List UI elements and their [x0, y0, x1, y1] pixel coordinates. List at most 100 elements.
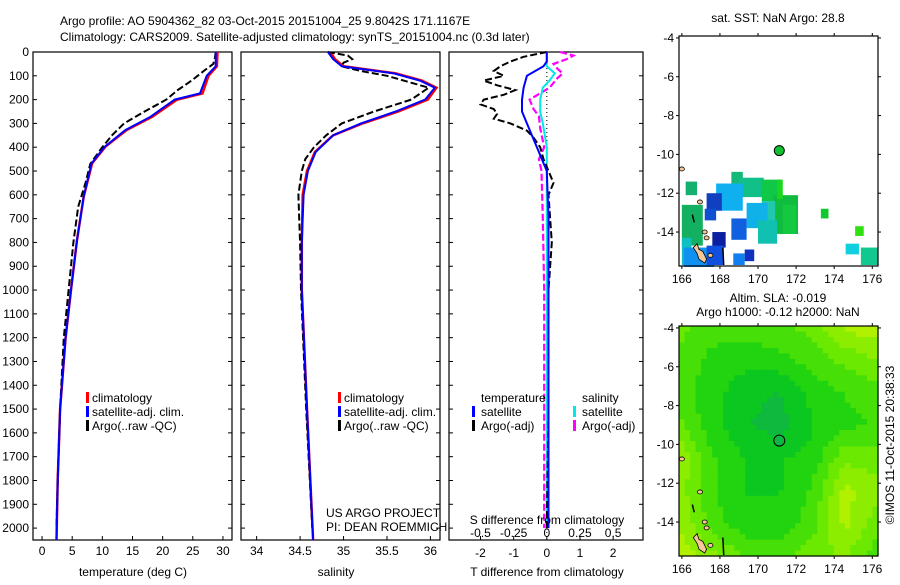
- sla-cell: [800, 468, 807, 475]
- sla-cell: [706, 446, 713, 453]
- legend-label: Argo(..raw -QC): [344, 419, 429, 433]
- sla-cell: [695, 369, 702, 376]
- sla-cell: [789, 506, 796, 513]
- sla-cell: [728, 479, 735, 486]
- sla-cell: [695, 397, 702, 404]
- sla-cell: [756, 326, 763, 333]
- satellite-adj-line: [55, 52, 217, 541]
- sla-cell: [844, 419, 851, 426]
- sla-cell: [690, 375, 697, 382]
- sla-cell: [866, 517, 873, 524]
- sla-cell: [706, 462, 713, 469]
- sla-cell: [734, 430, 741, 437]
- sla-cell: [728, 523, 735, 530]
- sla-cell: [778, 468, 785, 475]
- sla-cell: [795, 435, 802, 442]
- sla-cell: [695, 452, 702, 459]
- sla-cell: [844, 462, 851, 469]
- sla-cell: [833, 452, 840, 459]
- sla-cell: [844, 539, 851, 546]
- sla-cell: [728, 347, 735, 354]
- sla-cell: [745, 462, 752, 469]
- land-islet: [697, 199, 703, 205]
- lat-tick-label: -14: [657, 515, 675, 529]
- sla-cell: [690, 424, 697, 431]
- sla-cell: [679, 473, 686, 480]
- sla-cell: [767, 397, 774, 404]
- sla-cell: [833, 347, 840, 354]
- sla-cell: [872, 342, 879, 349]
- sla-cell: [822, 419, 829, 426]
- sla-cell: [806, 424, 813, 431]
- sla-cell: [734, 326, 741, 333]
- sla-cell: [839, 331, 846, 338]
- sla-cell: [784, 358, 791, 365]
- sla-cell: [861, 391, 868, 398]
- sla-cell: [872, 386, 879, 393]
- sla-cell: [872, 512, 879, 519]
- sla-cell: [739, 435, 746, 442]
- sla-cell: [795, 512, 802, 519]
- sla-cell: [844, 501, 851, 508]
- sla-cell: [861, 462, 868, 469]
- sla-cell: [750, 386, 757, 393]
- sla-cell: [739, 545, 746, 552]
- sla-cell: [767, 501, 774, 508]
- sla-cell: [861, 369, 868, 376]
- sla-cell: [750, 457, 757, 464]
- sla-cell: [739, 369, 746, 376]
- sla-cell: [833, 550, 840, 557]
- sla-cell: [855, 545, 862, 552]
- sla-cell: [756, 408, 763, 415]
- sla-cell: [773, 528, 780, 535]
- sla-cell: [806, 523, 813, 530]
- sla-cell: [684, 331, 691, 338]
- sla-cell: [750, 369, 757, 376]
- sla-cell: [767, 326, 774, 333]
- sla-cell: [811, 528, 818, 535]
- sla-cell: [784, 484, 791, 491]
- sla-cell: [822, 331, 829, 338]
- salinity-legend: climatology satellite-adj. clim. Argo(..…: [338, 391, 436, 433]
- sla-cell: [750, 435, 757, 442]
- sla-cell: [706, 419, 713, 426]
- sla-cell: [734, 331, 741, 338]
- sla-cell: [679, 501, 686, 508]
- sla-cell: [855, 528, 862, 535]
- sla-cell: [723, 545, 730, 552]
- sla-cell: [701, 369, 708, 376]
- sla-cell: [817, 380, 824, 387]
- sla-cell: [739, 452, 746, 459]
- sla-cell: [717, 501, 724, 508]
- sla-cell: [717, 380, 724, 387]
- sla-cell: [817, 331, 824, 338]
- sla-cell: [728, 430, 735, 437]
- sla-cell: [761, 457, 768, 464]
- sla-cell: [822, 484, 829, 491]
- sla-cell: [866, 424, 873, 431]
- sla-cell: [789, 353, 796, 360]
- sla-cell: [712, 473, 719, 480]
- sla-cell: [795, 397, 802, 404]
- sla-cell: [822, 462, 829, 469]
- sla-cell: [723, 495, 730, 502]
- sla-cell: [739, 484, 746, 491]
- sla-cell: [784, 479, 791, 486]
- sla-cell: [855, 523, 862, 530]
- sla-cell: [717, 484, 724, 491]
- sla-cell: [695, 457, 702, 464]
- sla-cell: [690, 528, 697, 535]
- sla-cell: [723, 342, 730, 349]
- sla-cell: [734, 490, 741, 497]
- sla-cell: [861, 402, 868, 409]
- legend-label: satellite: [582, 405, 623, 419]
- sla-cell: [750, 353, 757, 360]
- sla-cell: [717, 468, 724, 475]
- sla-cell: [717, 353, 724, 360]
- sla-cell: [784, 375, 791, 382]
- sla-cell: [690, 353, 697, 360]
- sla-cell: [723, 506, 730, 513]
- sla-cell: [679, 380, 686, 387]
- sla-cell: [861, 539, 868, 546]
- sla-cell: [778, 402, 785, 409]
